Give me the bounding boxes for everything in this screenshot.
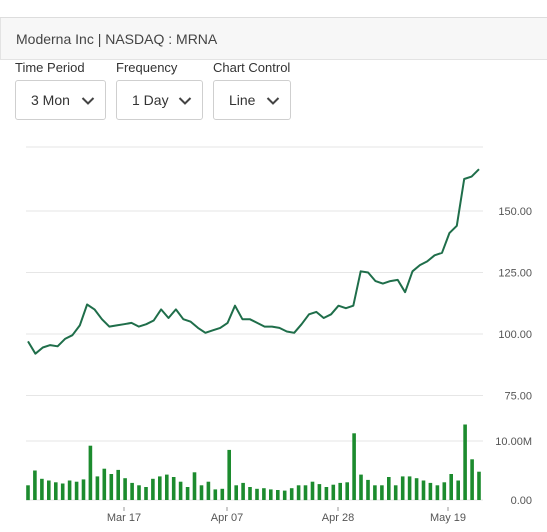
price-series-line[interactable] — [27, 168, 480, 355]
volume-bar[interactable] — [262, 488, 266, 500]
volume-tick-label: 0.00 — [511, 495, 532, 507]
volume-bar[interactable] — [144, 487, 148, 500]
volume-bar[interactable] — [338, 482, 342, 500]
volume-bar[interactable] — [400, 476, 405, 500]
chevron-down-icon — [266, 97, 280, 105]
volume-bar[interactable] — [116, 469, 120, 500]
volume-tick-label: 10.00M — [495, 436, 532, 448]
volume-bar[interactable] — [352, 433, 356, 500]
frequency-control: Frequency 1 Day — [116, 60, 203, 120]
volume-bar[interactable] — [109, 474, 114, 500]
price-tick-label: 150.00 — [498, 206, 532, 218]
volume-bar[interactable] — [442, 482, 447, 500]
volume-bar[interactable] — [393, 485, 398, 501]
volume-bar[interactable] — [366, 479, 370, 500]
time-period-value: 3 Mon — [31, 92, 70, 108]
volume-bar[interactable] — [67, 480, 72, 501]
frequency-label: Frequency — [116, 60, 178, 75]
frequency-value: 1 Day — [132, 92, 169, 108]
volume-bar[interactable] — [477, 471, 481, 500]
volume-bar[interactable] — [359, 474, 363, 500]
volume-bar[interactable] — [296, 485, 301, 501]
volume-bar[interactable] — [387, 477, 391, 500]
volume-bar[interactable] — [276, 490, 280, 500]
volume-bar[interactable] — [310, 481, 315, 500]
volume-bar[interactable] — [289, 488, 294, 500]
volume-bar[interactable] — [137, 485, 141, 501]
volume-bar[interactable] — [88, 445, 93, 500]
time-period-label: Time Period — [15, 60, 85, 75]
volume-bar[interactable] — [95, 476, 100, 500]
volume-bar[interactable] — [74, 481, 79, 500]
volume-bar[interactable] — [40, 478, 44, 500]
volume-bar[interactable] — [171, 477, 176, 500]
time-period-select[interactable]: 3 Mon — [15, 80, 106, 120]
volume-bar[interactable] — [151, 478, 155, 500]
volume-bar[interactable] — [463, 424, 467, 501]
volume-bar[interactable] — [165, 474, 169, 500]
volume-bar[interactable] — [428, 482, 433, 500]
volume-bar[interactable] — [130, 482, 134, 500]
time-period-control: Time Period 3 Mon — [15, 60, 106, 120]
x-tick-label: May 19 — [430, 512, 466, 524]
volume-bar[interactable] — [449, 474, 453, 500]
volume-bar[interactable] — [206, 481, 211, 500]
x-tick-label: Mar 17 — [107, 512, 141, 524]
volume-bar[interactable] — [178, 481, 183, 500]
card-header: Moderna Inc | NASDAQ : MRNA — [0, 18, 547, 60]
chevron-down-icon — [178, 97, 192, 105]
volume-bar[interactable] — [248, 487, 252, 500]
chart-control-label: Chart Control — [213, 60, 291, 75]
volume-bar[interactable] — [81, 479, 86, 500]
volume-bar[interactable] — [269, 489, 273, 500]
volume-bar[interactable] — [303, 485, 308, 501]
volume-bar[interactable] — [317, 484, 322, 500]
volume-bar[interactable] — [220, 488, 225, 500]
chart-type-select[interactable]: Line — [213, 80, 291, 120]
price-tick-label: 75.00 — [504, 391, 532, 403]
volume-bar[interactable] — [234, 485, 238, 501]
volume-bar[interactable] — [192, 472, 197, 500]
volume-bar[interactable] — [331, 484, 336, 500]
price-tick-label: 125.00 — [498, 268, 532, 280]
price-tick-label: 100.00 — [498, 329, 532, 341]
volume-bar[interactable] — [227, 449, 231, 500]
volume-bar[interactable] — [123, 478, 127, 500]
x-tick-label: Apr 28 — [322, 512, 354, 524]
volume-bar[interactable] — [345, 482, 349, 500]
volume-bar[interactable] — [470, 459, 474, 500]
volume-bar[interactable] — [324, 487, 329, 500]
volume-bar[interactable] — [373, 485, 377, 501]
volume-bar[interactable] — [421, 480, 426, 501]
volume-bar[interactable] — [185, 487, 190, 500]
volume-bar[interactable] — [199, 485, 204, 501]
volume-bar[interactable] — [33, 470, 37, 501]
volume-bar[interactable] — [407, 476, 412, 500]
volume-bar[interactable] — [282, 490, 287, 500]
chart-controls: Time Period 3 Mon Frequency 1 Day Chart … — [0, 60, 547, 140]
volume-bar[interactable] — [26, 485, 30, 501]
volume-bar[interactable] — [47, 480, 51, 501]
volume-bar[interactable] — [54, 482, 58, 500]
chevron-down-icon — [81, 97, 95, 105]
volume-bar[interactable] — [456, 480, 460, 501]
volume-bar[interactable] — [213, 489, 218, 500]
volume-bar[interactable] — [255, 488, 259, 500]
volume-bar[interactable] — [60, 483, 65, 501]
volume-bar[interactable] — [435, 485, 440, 501]
volume-bar[interactable] — [414, 478, 419, 500]
x-tick-label: Apr 07 — [211, 512, 243, 524]
frequency-select[interactable]: 1 Day — [116, 80, 203, 120]
chart-type-value: Line — [229, 92, 256, 108]
page-title: Moderna Inc | NASDAQ : MRNA — [16, 31, 218, 47]
volume-bar[interactable] — [380, 485, 384, 501]
volume-bar[interactable] — [241, 482, 245, 500]
volume-bar[interactable] — [158, 476, 162, 500]
chart-control-control: Chart Control Line — [213, 60, 291, 120]
volume-bar[interactable] — [102, 468, 107, 500]
